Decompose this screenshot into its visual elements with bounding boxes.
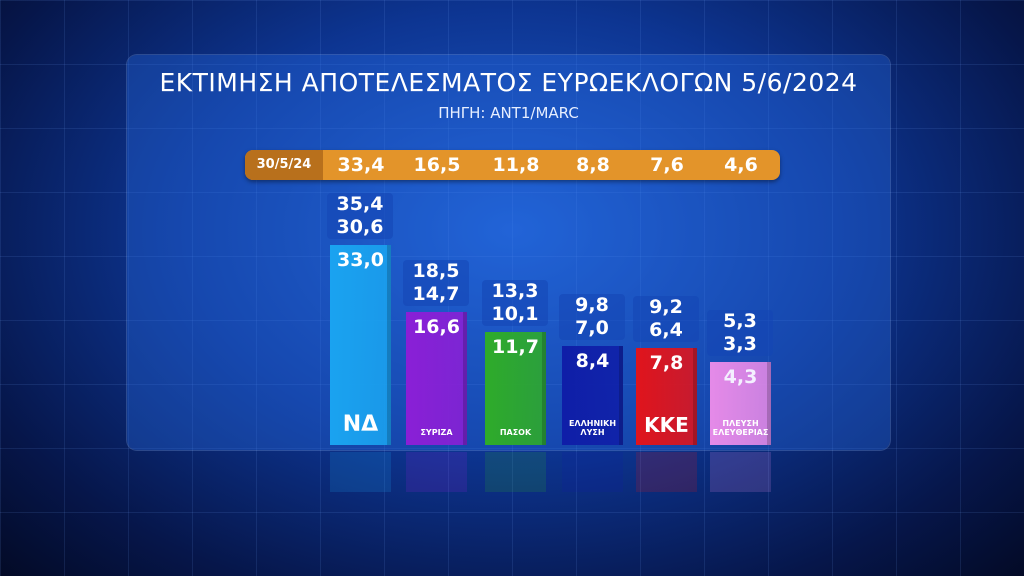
range-lower: 3,3 — [723, 333, 757, 356]
party-logo: ΝΔ — [342, 412, 379, 437]
party-logo: ΕΛΛΗΝΙΚΗ ΛΥΣΗ — [568, 419, 617, 437]
range-lower: 6,4 — [649, 319, 683, 342]
range-upper: 35,4 — [336, 193, 384, 216]
party-logo: ΚΚΕ — [644, 413, 689, 437]
bar-reflection — [406, 452, 467, 492]
chart-source: ΠΗΓΗ: ΑΝΤ1/MARC — [438, 104, 579, 122]
bar-value: 11,7 — [492, 336, 539, 359]
range-upper: 5,3 — [723, 310, 757, 333]
bar-reflection — [562, 452, 623, 492]
previous-value: 11,8 — [492, 154, 540, 176]
previous-value: 33,4 — [337, 154, 385, 176]
bar-reflection — [330, 452, 391, 492]
previous-value: 8,8 — [576, 154, 610, 176]
confidence-range: 9,8 7,0 — [559, 293, 625, 340]
bar-value: 4,3 — [723, 366, 758, 389]
previous-value: 7,6 — [650, 154, 684, 176]
confidence-range: 18,5 14,7 — [403, 260, 469, 307]
bar: 16,6 ΣΥΡΙΖΑ — [406, 312, 467, 445]
previous-value: 16,5 — [413, 154, 461, 176]
bar-reflection — [636, 452, 697, 492]
confidence-range: 5,3 3,3 — [707, 310, 773, 357]
range-lower: 14,7 — [412, 283, 460, 306]
chart-title: ΕΚΤΙΜΗΣΗ ΑΠΟΤΕΛΕΣΜΑΤΟΣ ΕΥΡΩΕΚΛΟΓΩΝ 5/6/2… — [159, 68, 858, 97]
range-lower: 30,6 — [336, 216, 384, 239]
previous-poll-date: 30/5/24 — [245, 150, 323, 180]
confidence-range: 35,4 30,6 — [327, 193, 393, 240]
party-logo: ΠΛΕΥΣΗ ΕΛΕΥΘΕΡΙΑΣ — [712, 419, 769, 437]
previous-value: 4,6 — [724, 154, 758, 176]
previous-poll-band: 30/5/24 33,4 16,5 11,8 8,8 7,6 4,6 — [245, 150, 780, 180]
confidence-range: 9,2 6,4 — [633, 296, 699, 343]
bar: 11,7 ΠΑΣΟΚ — [485, 332, 546, 445]
range-lower: 10,1 — [491, 303, 539, 326]
bar-value: 16,6 — [413, 316, 460, 339]
bar: 7,8 ΚΚΕ — [636, 348, 697, 445]
bar-reflection — [710, 452, 771, 492]
range-upper: 13,3 — [491, 280, 539, 303]
bar: 4,3 ΠΛΕΥΣΗ ΕΛΕΥΘΕΡΙΑΣ — [710, 362, 771, 445]
bar-value: 8,4 — [575, 349, 610, 372]
bar: 33,0 ΝΔ — [330, 245, 391, 445]
confidence-range: 13,3 10,1 — [482, 280, 548, 327]
range-upper: 18,5 — [412, 260, 460, 283]
range-lower: 7,0 — [575, 316, 609, 339]
range-upper: 9,8 — [575, 293, 609, 316]
bar-value: 7,8 — [649, 352, 684, 375]
range-upper: 9,2 — [649, 296, 683, 319]
party-logo: ΣΥΡΙΖΑ — [420, 428, 453, 437]
bar-reflection — [485, 452, 546, 492]
party-logo: ΠΑΣΟΚ — [499, 428, 532, 437]
bar-value: 33,0 — [337, 249, 384, 272]
bar: 8,4 ΕΛΛΗΝΙΚΗ ΛΥΣΗ — [562, 345, 623, 445]
